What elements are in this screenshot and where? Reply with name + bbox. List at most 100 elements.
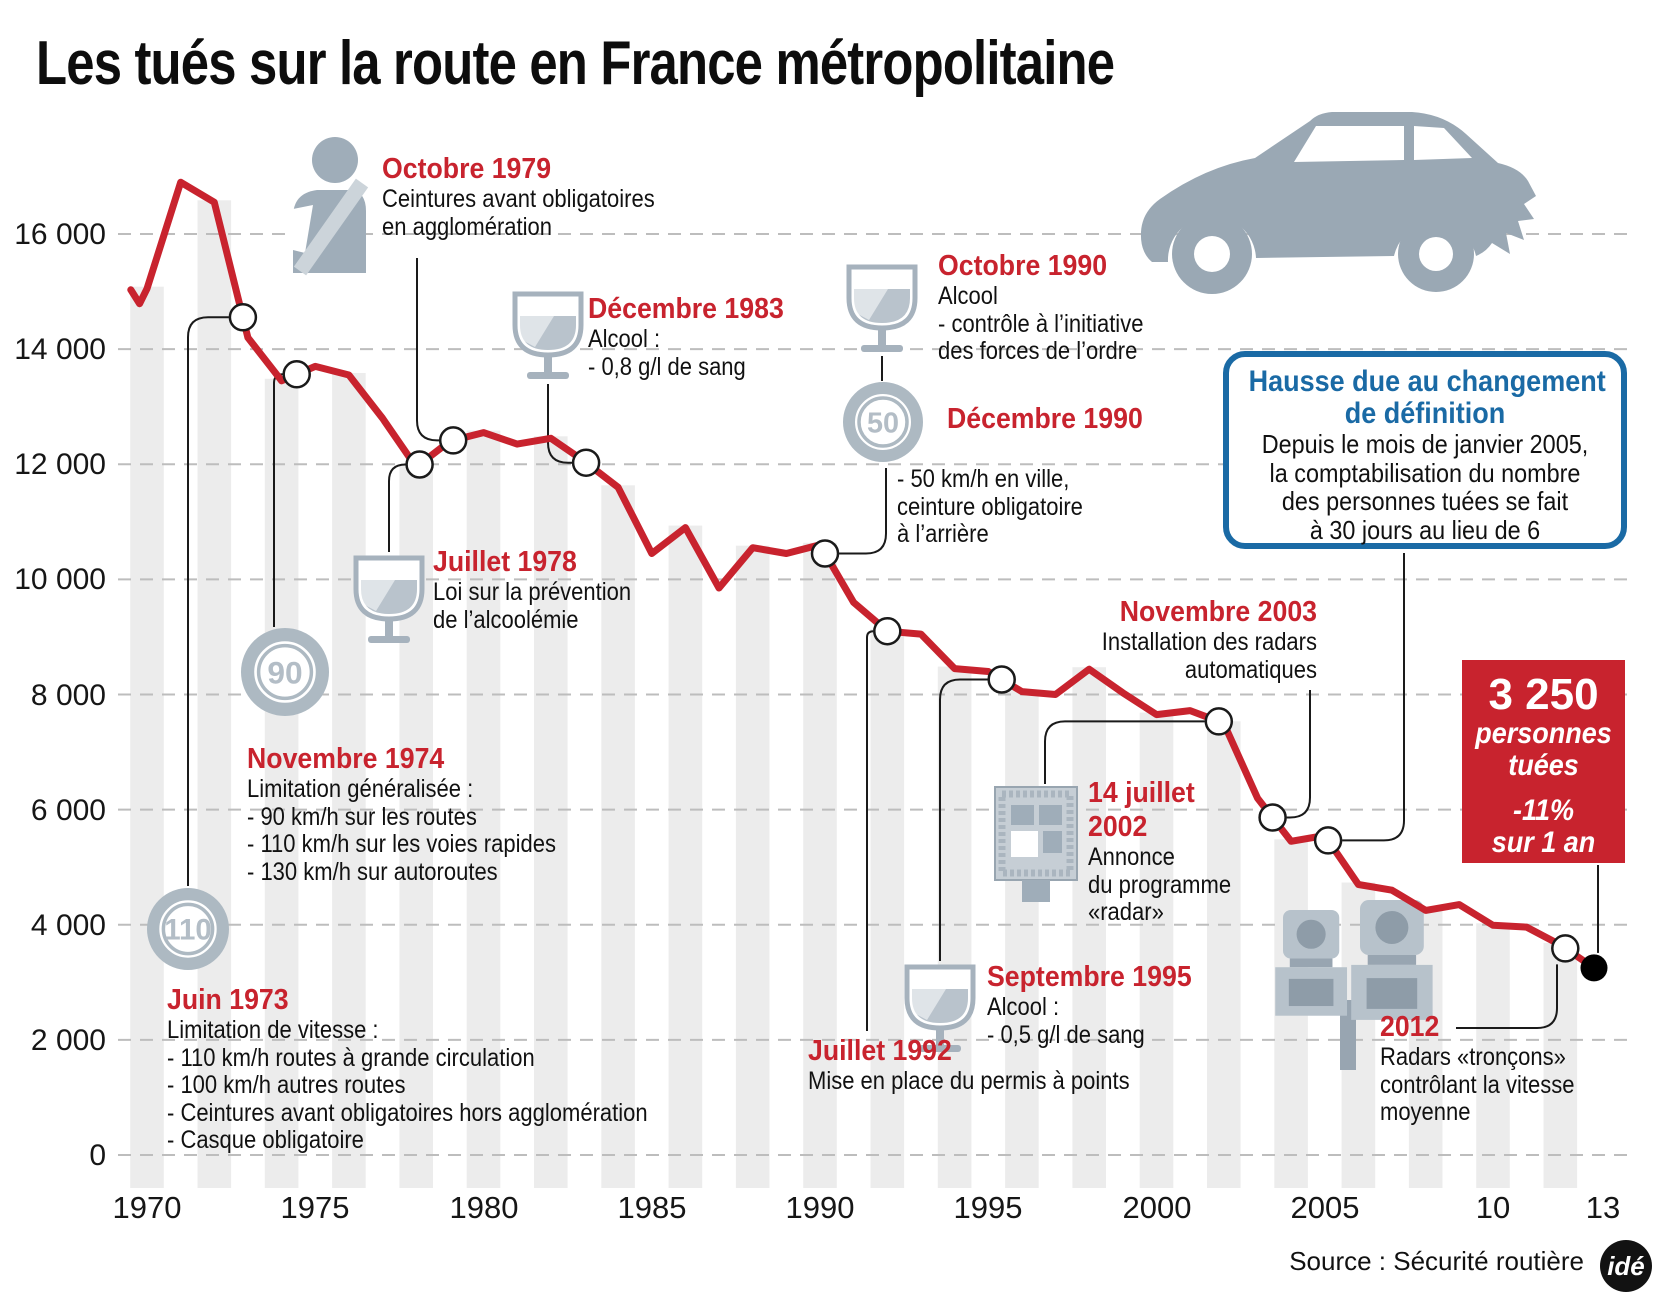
connector (388, 463, 406, 552)
speed-limit-110-icon: 110 (146, 888, 229, 971)
year-stripe (1543, 942, 1578, 1188)
svg-text:50: 50 (867, 407, 899, 439)
event-marker (228, 303, 258, 332)
y-axis-label: 10 000 (14, 563, 106, 596)
event-marker (987, 665, 1016, 694)
event-text-line: des forces de l’ordre (938, 337, 1138, 366)
event-date: 2012 (1380, 1011, 1440, 1043)
event-text-line: à l’arrière (897, 520, 989, 549)
y-axis-label: 0 (89, 1139, 106, 1172)
year-stripe (668, 525, 703, 1188)
total-unit-line: tuées (1508, 749, 1579, 782)
wine-glass-icon (353, 555, 425, 643)
event-text-line: Alcool : (987, 993, 1060, 1021)
x-axis-label: 1995 (953, 1190, 1023, 1225)
connector (1286, 690, 1311, 819)
x-axis-label: 1970 (112, 1190, 182, 1225)
event-text-line: - Ceintures avant obligatoires hors aggl… (167, 1098, 648, 1127)
y-axis-label: 14 000 (14, 333, 106, 366)
event-text-line: - 110 km/h routes à grande circulation (167, 1043, 535, 1072)
speed-camera-icon (994, 786, 1078, 902)
event-text-line: Installation des radars (1101, 628, 1317, 656)
connector (1044, 720, 1205, 784)
event-marker (1204, 707, 1234, 736)
year-stripe (264, 378, 299, 1188)
crashed-car-icon (1140, 112, 1536, 294)
x-axis-label: 2000 (1122, 1190, 1192, 1225)
svg-text:90: 90 (267, 654, 302, 690)
connector (547, 384, 573, 464)
event-novembre-1974: Novembre 1974 Limitation généralisée :- 9… (247, 742, 598, 886)
event-text-line: de l’alcoolémie (433, 605, 579, 634)
speed-limit-50-icon: 50 (843, 382, 923, 462)
event-decembre-1990-description: - 50 km/h en ville, ceinture obligatoire à… (897, 465, 1108, 549)
event-text-line: moyenne (1380, 1098, 1471, 1127)
event-text-line: du programme (1088, 870, 1232, 899)
fatalities-line (127, 178, 1598, 972)
event-date: Juillet 1978 (433, 546, 577, 578)
event-text-line: - Casque obligatoire (167, 1126, 364, 1155)
event-text-line: - 50 km/h en ville, (897, 465, 1070, 493)
x-axis-label: 1975 (280, 1190, 350, 1225)
camera-unit-icon (1351, 900, 1433, 1020)
event-date: Novembre 2003 (1119, 596, 1317, 628)
wine-glass-icon (904, 964, 976, 1052)
year-stripes (130, 200, 1578, 1189)
connector (187, 316, 229, 886)
event-juillet-1992: Juillet 1992 Mise en place du permis à po… (808, 1034, 1173, 1096)
event-markers (228, 303, 1608, 982)
event-date: Novembre 1974 (247, 743, 445, 775)
ide-agency-logo: idé (1600, 1240, 1652, 1292)
event-date: 14 juillet (1088, 777, 1195, 809)
x-axis-label: 1985 (617, 1190, 687, 1225)
event-juillet-1978: Juillet 1978 Loi sur la prévention de l’al… (433, 545, 658, 634)
connector (939, 678, 988, 961)
event-date: 2002 (1088, 811, 1148, 843)
event-decembre-1990: Décembre 1990 (947, 402, 1160, 436)
y-axis-label: 2 000 (30, 1024, 106, 1057)
y-axis-label: 8 000 (30, 679, 106, 712)
event-date: Juin 1973 (167, 984, 289, 1016)
final-data-point (1580, 954, 1608, 982)
event-marker (282, 360, 311, 389)
event-text-line: Limitation généralisée : (247, 775, 474, 803)
x-axis-label: 10 (1475, 1190, 1511, 1225)
event-text-line: - 0,8 g/l de sang (588, 352, 746, 381)
event-novembre-2003: Novembre 2003 Installation des radars auto… (1017, 595, 1317, 684)
event-marker (1258, 803, 1287, 832)
event-text-line: ceinture obligatoire (897, 492, 1083, 521)
event-date: Septembre 1995 (987, 961, 1192, 993)
seatbelt-person-icon (289, 137, 369, 276)
event-date: Octobre 1979 (382, 153, 552, 185)
event-date: Octobre 1990 (938, 250, 1108, 282)
section-speed-camera-icon (1275, 900, 1433, 1070)
year-stripe (130, 286, 164, 1188)
y-axis-label: 16 000 (14, 218, 106, 251)
year-stripe (937, 666, 972, 1188)
year-stripe (1207, 721, 1241, 1188)
callout-title-line: de définition (1344, 397, 1506, 430)
year-stripe (1476, 923, 1510, 1188)
total-delta-period: sur 1 an (1491, 826, 1596, 859)
year-stripe (803, 542, 837, 1188)
event-text-line: Ceintures avant obligatoires (382, 185, 655, 213)
y-axis-label: 6 000 (30, 794, 106, 827)
event-text-line: «radar» (1088, 898, 1164, 927)
connector (839, 468, 887, 555)
event-octobre-1990: Octobre 1990 Alcool - contrôle à l’initiat… (938, 249, 1171, 366)
connector-definition-callout (1342, 553, 1405, 842)
y-axis-label: 12 000 (14, 448, 106, 481)
year-stripe (1139, 712, 1174, 1188)
year-stripe (332, 373, 366, 1188)
event-text-line: Limitation de vitesse : (167, 1016, 379, 1044)
event-marker (810, 539, 840, 568)
event-septembre-1995: Septembre 1995 Alcool :- 0,5 g/l de sang (987, 960, 1209, 1049)
event-text-line: automatiques (1184, 655, 1317, 684)
event-octobre-1979: Octobre 1979 Ceintures avant obligatoires… (382, 152, 692, 241)
x-axis-label: 1990 (785, 1190, 855, 1225)
x-axis-label: 1980 (449, 1190, 519, 1225)
event-text-line: en agglomération (382, 212, 553, 241)
